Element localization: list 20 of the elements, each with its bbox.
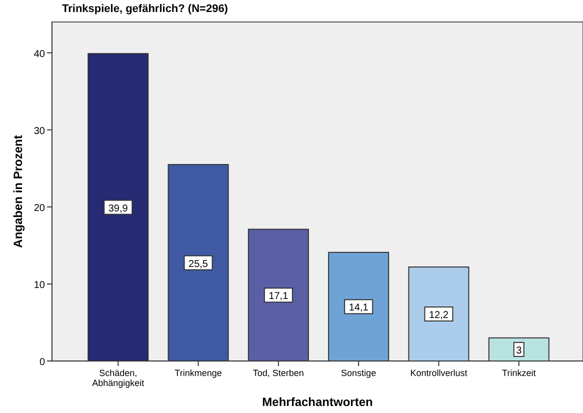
x-tick-label: Schäden, Abhängigkeit [92,368,145,388]
y-tick-label: 30 [34,126,46,137]
x-tick-label: Tod, Sterben [252,368,304,378]
data-label: 14,1 [348,302,369,314]
data-label: 17,1 [268,291,289,302]
x-tick-label: Trinkzeit [502,368,536,378]
data-label: 25,5 [188,258,208,270]
data-label: 3 [516,345,522,356]
y-tick-label: 20 [34,202,46,214]
data-label: 12,2 [428,310,449,321]
x-tick-label: Trinkmenge [174,368,222,378]
data-label: 39,9 [108,203,128,214]
y-tick-label: 0 [39,357,46,368]
x-tick-label: Sonstige [341,368,376,378]
chart-title: Trinkspiele, gefährlich? (N=296) [62,3,228,15]
x-axis-title: Mehrfachantworten [262,395,373,409]
y-axis-title: Angaben in Prozent [11,135,25,248]
y-tick-label: 40 [34,48,46,60]
x-tick-label: Kontrollverlust [410,368,468,378]
y-tick-label: 10 [34,280,46,291]
